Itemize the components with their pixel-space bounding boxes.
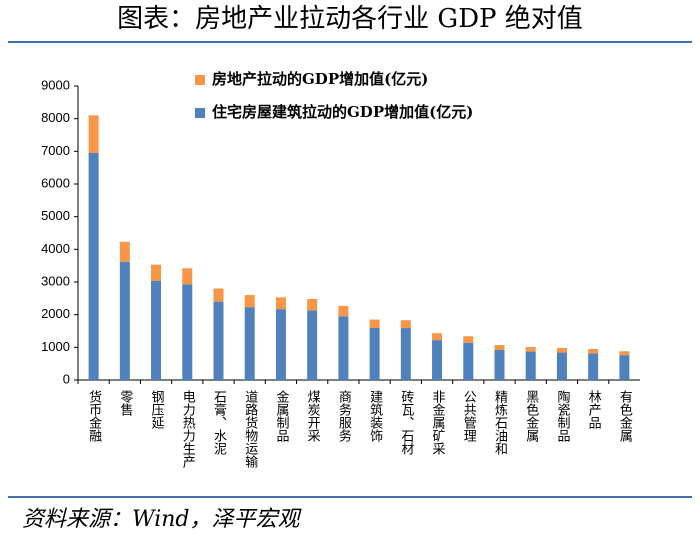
- bar-segment: [619, 351, 630, 356]
- bar-segment: [119, 241, 130, 262]
- x-tick-label: 陶瓷制品: [554, 389, 570, 442]
- y-tick-label: 7000: [41, 143, 70, 158]
- bar-segment: [588, 348, 599, 354]
- bar-segment: [556, 347, 567, 353]
- x-tick-label: 钢压延: [149, 390, 165, 430]
- x-tick-label: 公共管理: [461, 390, 477, 442]
- x-tick-label: 建筑装饰: [367, 390, 383, 442]
- bar-segment: [494, 349, 505, 380]
- source: 资料来源：Wind，泽平宏观: [22, 507, 303, 532]
- x-tick-label: 石膏、水泥: [211, 390, 227, 455]
- bar-segment: [182, 268, 193, 285]
- bar-segment: [369, 327, 380, 380]
- y-tick-label: 3000: [41, 273, 70, 288]
- legend-swatch: [195, 108, 205, 118]
- legend-label: 住宅房屋建筑拉动的GDP增加值(亿元): [212, 103, 473, 121]
- bar-segment: [494, 345, 505, 350]
- bar-segment: [119, 261, 130, 380]
- y-tick-label: 9000: [41, 77, 70, 92]
- bar-segment: [182, 284, 193, 380]
- bar-segment: [525, 351, 536, 380]
- legend-swatch: [195, 75, 205, 85]
- chart-title: 图表：房地产业拉动各行业 GDP 绝对值: [117, 4, 583, 34]
- bar-segment: [525, 347, 536, 352]
- y-tick-label: 5000: [41, 208, 70, 223]
- bar-segment: [88, 115, 99, 153]
- bar-segment: [307, 298, 318, 311]
- y-tick-label: 0: [63, 371, 70, 386]
- bar-segment: [463, 336, 474, 343]
- legend-label: 房地产拉动的GDP增加值(亿元): [212, 70, 428, 88]
- x-tick-label: 金属制品: [273, 389, 289, 442]
- bar-segment: [275, 297, 286, 310]
- bar-segment: [369, 319, 380, 328]
- bar-segment: [432, 340, 443, 380]
- bar-segment: [338, 316, 349, 380]
- bar-segment: [275, 309, 286, 380]
- x-tick-label: 货币金融: [86, 389, 102, 442]
- x-tick-label: 林产品: [586, 390, 602, 429]
- x-tick-label: 零售: [117, 390, 133, 416]
- bar-segment: [244, 295, 255, 308]
- bar-segment: [151, 280, 162, 380]
- bar-segment: [307, 310, 318, 380]
- bar-segment: [244, 307, 255, 380]
- x-tick-label: 精炼石油和: [492, 390, 508, 455]
- y-tick-label: 4000: [41, 241, 70, 256]
- bar-segment: [556, 352, 567, 380]
- y-tick-label: 1000: [41, 339, 70, 354]
- bar-segment: [338, 305, 349, 317]
- y-tick-label: 8000: [41, 110, 70, 125]
- bar-segment: [88, 152, 99, 380]
- x-tick-label: 商务服务: [336, 390, 352, 442]
- x-tick-label: 煤炭开采: [305, 390, 321, 442]
- x-tick-label: 电力热力生产: [180, 390, 196, 469]
- x-tick-label: 黑色金属: [523, 390, 539, 443]
- bar-segment: [619, 355, 630, 380]
- x-tick-label: 砖瓦、石材: [398, 390, 414, 455]
- bar-segment: [400, 328, 411, 380]
- x-tick-label: 有色金属: [617, 390, 633, 443]
- y-tick-label: 2000: [41, 306, 70, 321]
- bar-segment: [213, 288, 224, 302]
- bar-segment: [432, 333, 443, 341]
- x-tick-label: 非金属矿采: [430, 390, 446, 455]
- y-tick-label: 6000: [41, 175, 70, 190]
- bar-segment: [463, 342, 474, 380]
- bar-segment: [588, 353, 599, 380]
- bar-segment: [151, 264, 162, 281]
- x-tick-label: 道路货物运输: [242, 390, 258, 468]
- bar-segment: [213, 301, 224, 380]
- bar-segment: [400, 320, 411, 329]
